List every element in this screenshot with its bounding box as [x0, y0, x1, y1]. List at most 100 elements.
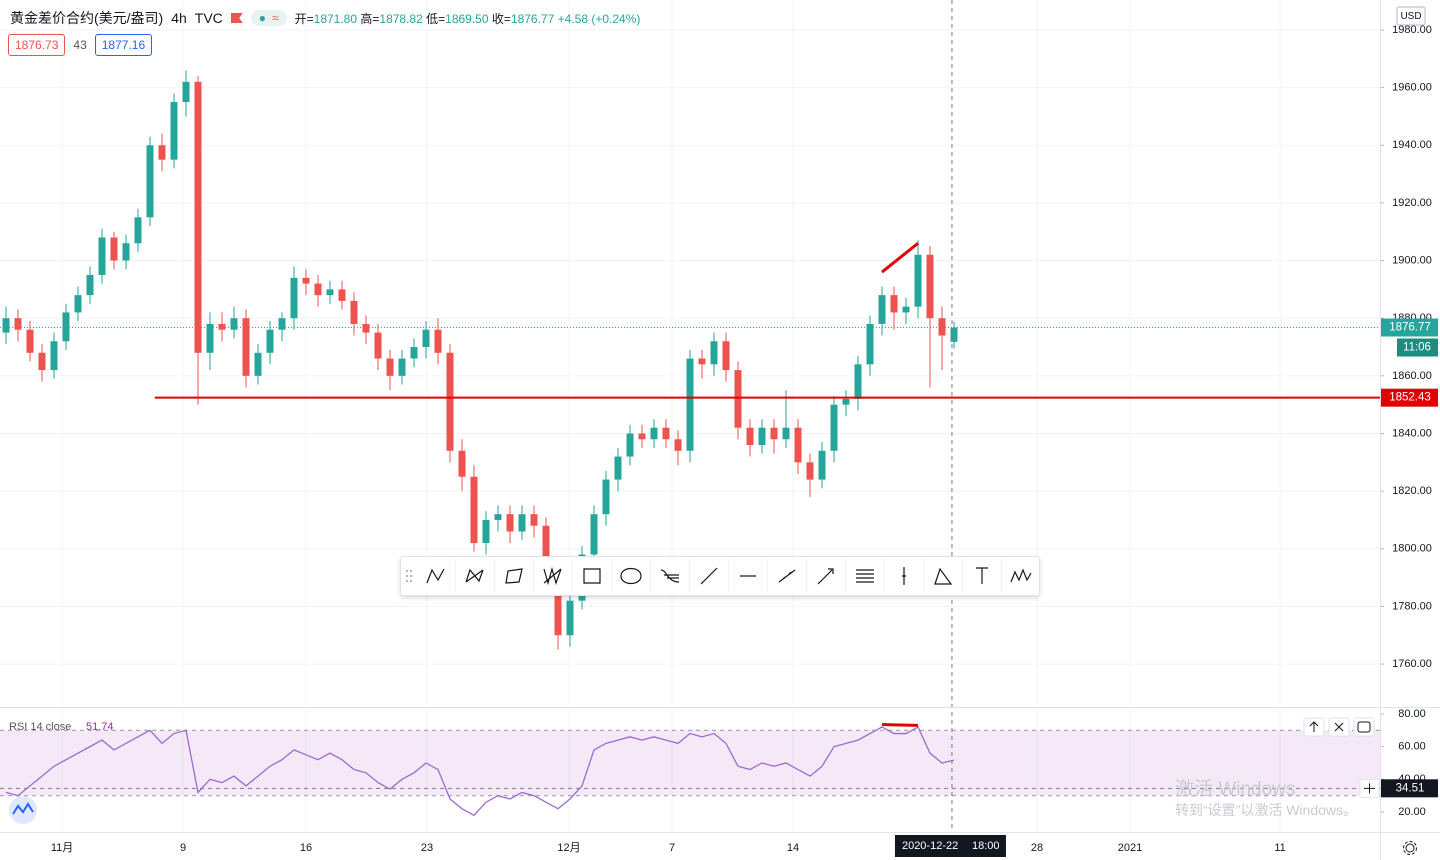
x-tick-label: 2021	[1118, 842, 1142, 854]
status-pill[interactable]: ● ≈	[250, 10, 287, 26]
ohlc-low-label: 低=	[426, 11, 446, 26]
candle-body	[710, 341, 718, 365]
bid[interactable]: 1876.73	[8, 34, 66, 56]
candle-body	[314, 283, 322, 296]
candle-body	[770, 427, 778, 440]
last-price-box	[1381, 318, 1438, 337]
candle-body	[206, 323, 214, 353]
candle-body	[446, 352, 454, 451]
candle-body	[110, 237, 118, 261]
toolbar-button[interactable]	[652, 558, 688, 594]
candle-body	[98, 237, 106, 275]
y-tick-label: 1900.00	[1392, 254, 1432, 266]
toolbar-button[interactable]	[613, 558, 649, 594]
rsi-band	[0, 730, 1380, 796]
candle-body	[122, 243, 130, 261]
currency-box[interactable]	[1396, 6, 1426, 26]
candle-body	[542, 525, 550, 578]
change: +4.58 (+0.24%)	[557, 11, 641, 26]
toolbar-icon	[902, 567, 906, 585]
candle-body	[434, 329, 442, 353]
countdown-box	[1397, 338, 1438, 357]
toolbar-icon	[1010, 568, 1032, 583]
watermark-text: 转到“设置”以激活 Windows。	[1175, 802, 1358, 818]
settings-gear[interactable]	[1403, 841, 1417, 855]
toolbar-icon	[817, 568, 834, 585]
candle-body	[566, 600, 574, 636]
candle-body	[194, 81, 202, 353]
y-tick-label: 1840.00	[1392, 427, 1432, 439]
gear-core	[1405, 843, 1415, 853]
y-tick-label: 1760.00	[1392, 658, 1432, 670]
candle-body	[2, 318, 10, 333]
watermark-title: 激活 Windows	[1175, 779, 1296, 800]
crosshair-price-box	[1381, 779, 1438, 798]
rsi-line	[5, 726, 955, 817]
toolbar-icon	[660, 569, 680, 583]
candle-body	[458, 450, 466, 477]
indicator-icon[interactable]	[9, 796, 37, 824]
candle-body	[362, 323, 370, 333]
last-price-label: 1876.77	[1389, 322, 1431, 334]
toolbar-icons	[406, 558, 1039, 594]
crosshair-price-label: 34.51	[1396, 782, 1425, 794]
toolbar-icon	[465, 568, 484, 583]
candle-body	[494, 514, 502, 520]
candle-body	[674, 439, 682, 451]
x-tick-label: 7	[669, 842, 675, 854]
countdown: 11:06	[1403, 342, 1431, 354]
candle-body	[74, 295, 82, 313]
ohlc-close-label: 收=	[491, 11, 511, 26]
candle-body	[626, 433, 634, 457]
toolbar-button[interactable]	[925, 558, 961, 594]
candle-body	[326, 289, 334, 296]
toolbar-button[interactable]	[496, 558, 532, 594]
candle-body	[554, 577, 562, 636]
x-tick-label: 11月	[51, 842, 73, 854]
candle-body	[602, 479, 610, 515]
symbol-title[interactable]: 黄金差价合约(美元/盎司)	[10, 10, 164, 26]
candle-body	[158, 145, 166, 160]
ohlc-high-label: 高=	[360, 11, 380, 26]
candle-body	[302, 277, 310, 284]
maximize-button[interactable]	[1353, 717, 1375, 737]
ohlc-open: 1871.80	[313, 11, 358, 26]
candle-body	[410, 347, 418, 359]
y-tick-label: 1960.00	[1392, 82, 1432, 94]
y-tick-label: 60.00	[1398, 741, 1426, 753]
source: TVC	[194, 10, 223, 26]
spread: 43	[73, 38, 87, 52]
ohlc: 开=1871.80 高=1878.82 低=1869.50 收=1876.77 …	[295, 10, 641, 27]
candle-body	[698, 358, 706, 365]
candle-body	[902, 306, 910, 313]
candle-body	[182, 81, 190, 103]
wave: ≈	[272, 11, 279, 25]
candle-body	[278, 318, 286, 330]
x-tick-label: 12月	[557, 842, 580, 854]
rsi-buttons	[1303, 717, 1375, 737]
candle-body	[386, 358, 394, 376]
quote-row: 1876.73 43 1877.16	[8, 34, 153, 56]
candle-body	[86, 274, 94, 296]
toolbar-button[interactable]	[574, 558, 610, 594]
icon	[1357, 721, 1371, 733]
candle-body	[938, 318, 946, 336]
candle-body	[818, 450, 826, 480]
flag-icon[interactable]	[230, 13, 243, 23]
icon	[1334, 722, 1344, 732]
toolbar-button[interactable]	[847, 558, 883, 594]
candle-body	[926, 254, 934, 319]
toolbar-icon	[505, 568, 523, 584]
candle-body	[890, 295, 898, 313]
candle-body	[290, 277, 298, 319]
grip	[406, 570, 412, 582]
rsi-title: RSI 14 close	[9, 721, 71, 733]
candle-body	[614, 456, 622, 480]
dot: ●	[258, 11, 267, 25]
ask[interactable]: 1877.16	[94, 34, 153, 56]
x-tick-label: 9	[180, 842, 186, 854]
legend-header: 黄金差价合约(美元/盎司) 4h TVC ● ≈ 开=1871.80 高=1878…	[10, 8, 640, 28]
candle-body	[530, 514, 538, 526]
